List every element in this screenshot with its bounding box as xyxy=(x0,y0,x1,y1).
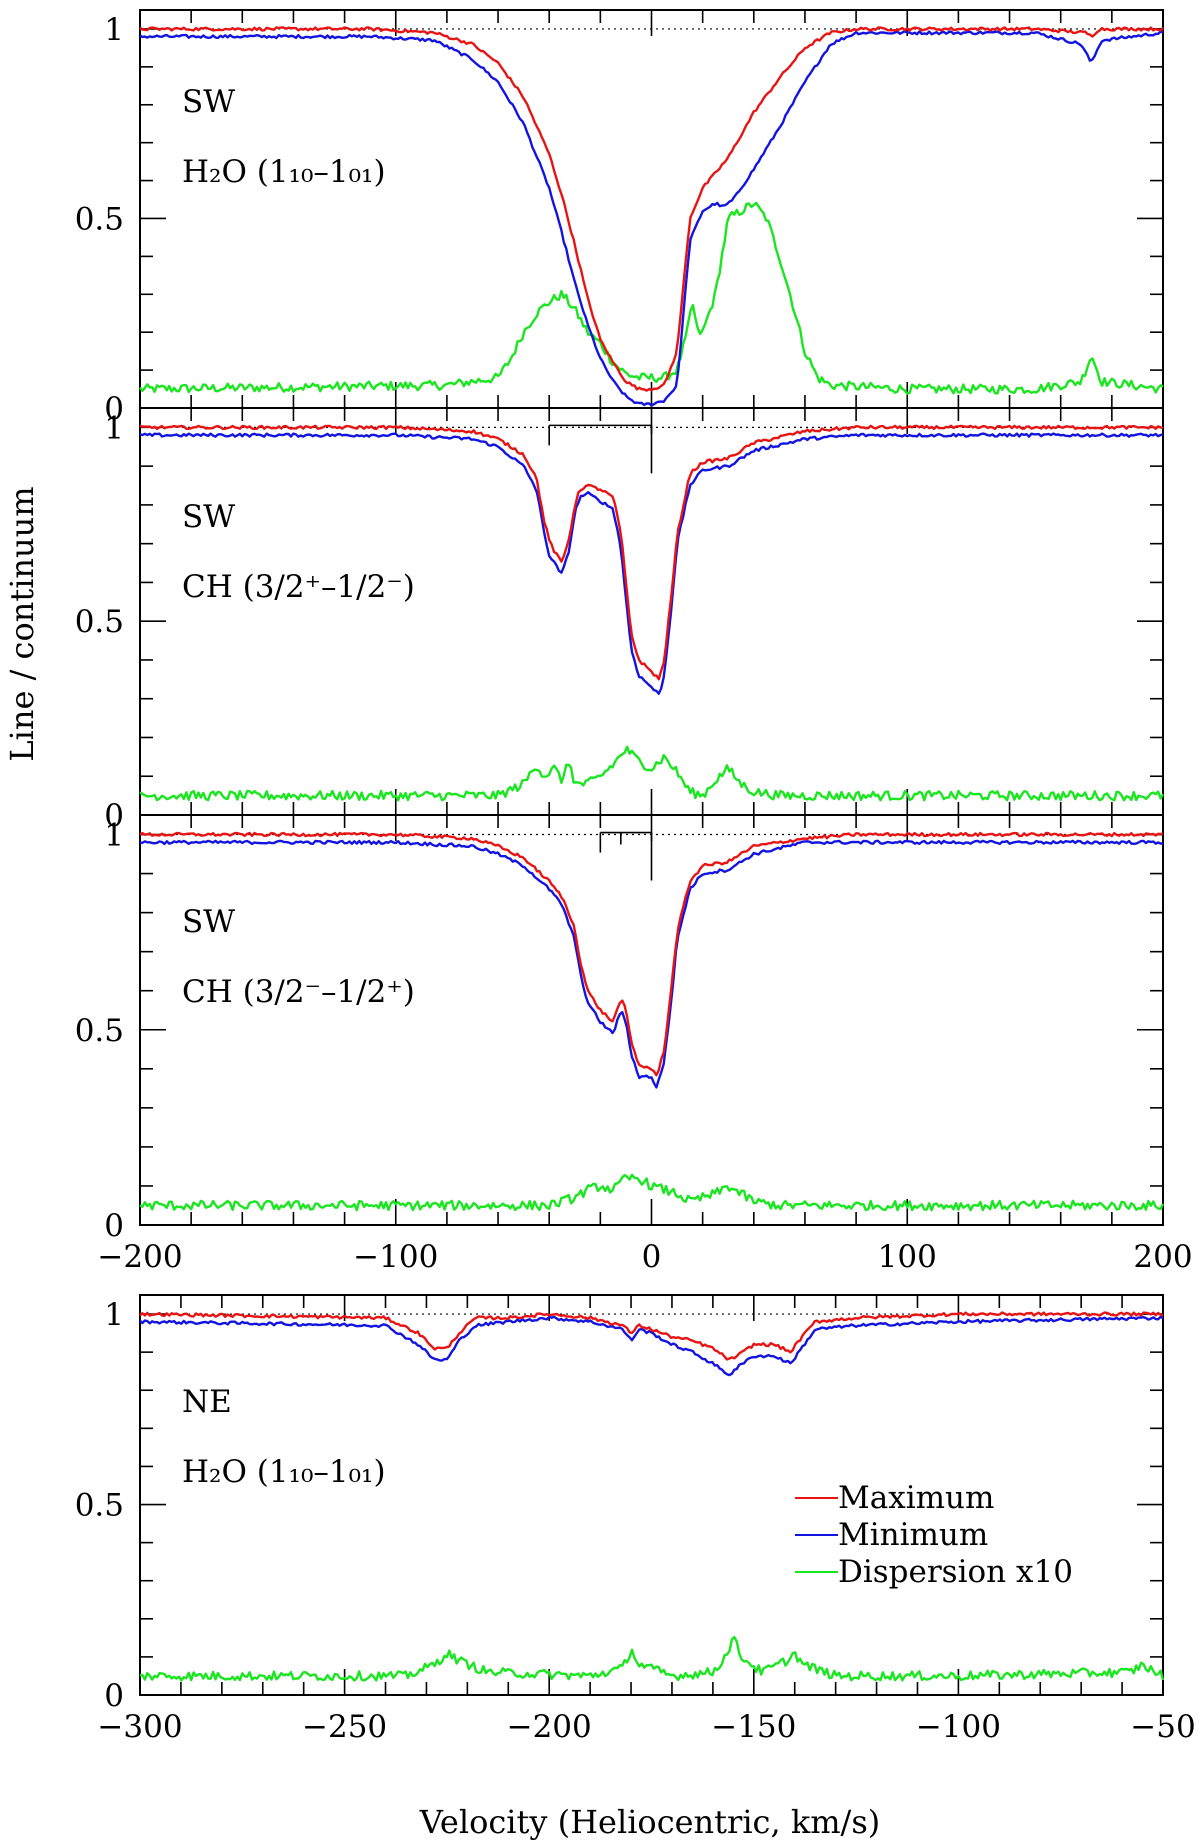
series-line-minimum xyxy=(139,839,1163,1089)
legend-label-maximum: Maximum xyxy=(838,1480,994,1516)
y-axis-title: Line / continuum xyxy=(3,486,41,761)
transition-label: CH (3/2⁺–1/2⁻) xyxy=(182,569,415,605)
series-line-maximum xyxy=(139,424,1164,681)
x-tick-label: −300 xyxy=(97,1709,182,1745)
x-tick-label: −50 xyxy=(1130,1709,1195,1745)
y-tick-label: 0.5 xyxy=(75,1488,124,1524)
y-tick-label: 0.5 xyxy=(75,201,124,237)
series-line-minimum xyxy=(139,30,1164,407)
series-line-dispersion-x10 xyxy=(139,745,1165,802)
y-tick-label: 0 xyxy=(104,391,124,427)
series-line-maximum xyxy=(139,831,1164,1077)
panel-second: 0 0.5 1 SW CH (3/2⁺–1/2⁻) xyxy=(75,407,1165,834)
series-line-maximum xyxy=(139,1311,1164,1361)
legend-label-dispersion: Dispersion x10 xyxy=(838,1554,1073,1590)
y-tick-label: 0.5 xyxy=(75,604,124,640)
legend: Maximum Minimum Dispersion x10 xyxy=(795,1480,1073,1590)
series-line-maximum xyxy=(139,26,1164,392)
x-tick-label: −250 xyxy=(302,1709,387,1745)
panel-bottom: −300 −250 −200 −150 −100 −50 0 0.5 1 NE H₂O (1₁₀–1… xyxy=(75,1294,1196,1745)
y-tick-label: 1 xyxy=(104,818,124,854)
plot-frame xyxy=(139,9,1164,409)
series-line-minimum xyxy=(139,432,1164,695)
series-line-dispersion-x10 xyxy=(139,1173,1165,1212)
transition-label: H₂O (1₁₀–1₀₁) xyxy=(182,154,386,190)
legend-label-minimum: Minimum xyxy=(838,1517,988,1553)
transition-label: CH (3/2⁻–1/2⁺) xyxy=(182,974,415,1010)
series-line-dispersion-x10 xyxy=(139,1635,1165,1682)
y-tick-label: 0 xyxy=(104,798,124,834)
y-tick-label: 1 xyxy=(104,410,124,446)
region-label: SW xyxy=(182,499,235,535)
region-label: SW xyxy=(182,84,235,120)
y-tick-label: 1 xyxy=(104,1297,124,1333)
panel-top: 0 0.5 1 SW H₂O (1₁₀–1₀₁) xyxy=(75,9,1164,427)
y-tick-label: 0 xyxy=(104,1208,124,1244)
y-tick-label: 0 xyxy=(104,1678,124,1714)
x-axis-title: Velocity (Heliocentric, km/s) xyxy=(419,1803,880,1841)
x-tick-label: −150 xyxy=(711,1709,796,1745)
x-tick-label: −200 xyxy=(97,1239,182,1275)
panel-third: −200 −100 0 100 200 0 0.5 1 SW CH (3/2⁻–1/2⁺) xyxy=(75,814,1193,1275)
region-label: SW xyxy=(182,904,235,940)
transition-label: H₂O (1₁₀–1₀₁) xyxy=(182,1454,386,1490)
x-tick-label: −100 xyxy=(353,1239,438,1275)
x-tick-label: 0 xyxy=(642,1239,662,1275)
x-tick-label: −100 xyxy=(916,1709,1001,1745)
series-line-minimum xyxy=(139,1315,1164,1377)
x-tick-label: 100 xyxy=(878,1239,937,1275)
region-label: NE xyxy=(182,1384,232,1420)
plot-frame xyxy=(139,1294,1164,1696)
y-tick-label: 1 xyxy=(104,12,124,48)
x-tick-label: −200 xyxy=(507,1709,592,1745)
series-line-dispersion-x10 xyxy=(139,201,1164,395)
x-tick-label: 200 xyxy=(1133,1239,1192,1275)
y-tick-label: 0.5 xyxy=(75,1013,124,1049)
